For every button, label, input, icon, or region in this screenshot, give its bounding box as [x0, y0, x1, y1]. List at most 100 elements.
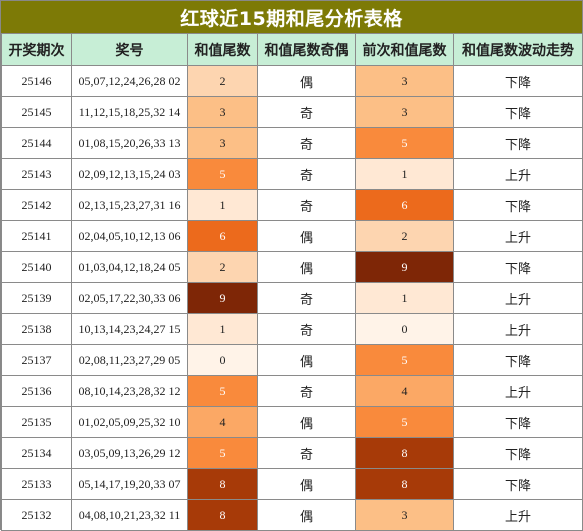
cell-tail: 2: [187, 65, 258, 97]
cell-prev-tail: 4: [355, 375, 454, 407]
cell-numbers: 03,05,09,13,26,29 12: [71, 437, 188, 469]
cell-period: 25141: [1, 220, 72, 252]
cell-parity: 奇: [257, 282, 356, 314]
cell-numbers: 02,09,12,13,15,24 03: [71, 158, 188, 190]
cell-trend: 上升: [453, 158, 583, 190]
tail-analysis-table: 开奖期次 奖号 和值尾数 和值尾数奇偶 前次和值尾数 和值尾数波动走势 2514…: [1, 33, 583, 531]
cell-numbers: 08,10,14,23,28,32 12: [71, 375, 188, 407]
cell-trend: 上升: [453, 499, 583, 531]
cell-period: 25140: [1, 251, 72, 283]
cell-parity: 偶: [257, 65, 356, 97]
header-trend: 和值尾数波动走势: [453, 33, 583, 66]
cell-parity: 奇: [257, 158, 356, 190]
table-title: 红球近15期和尾分析表格: [1, 1, 582, 33]
table-row: 25141 02,04,05,10,12,13 06 6 偶 2 上升: [1, 220, 583, 252]
cell-trend: 下降: [453, 65, 583, 97]
cell-numbers: 01,02,05,09,25,32 10: [71, 406, 188, 438]
cell-tail: 4: [187, 406, 258, 438]
cell-numbers: 02,08,11,23,27,29 05: [71, 344, 188, 376]
cell-numbers: 01,08,15,20,26,33 13: [71, 127, 188, 159]
table-row: 25146 05,07,12,24,26,28 02 2 偶 3 下降: [1, 65, 583, 97]
table-row: 25134 03,05,09,13,26,29 12 5 奇 8 下降: [1, 437, 583, 469]
cell-prev-tail: 3: [355, 65, 454, 97]
cell-trend: 下降: [453, 127, 583, 159]
cell-numbers: 01,03,04,12,18,24 05: [71, 251, 188, 283]
header-tail: 和值尾数: [187, 33, 258, 66]
cell-parity: 偶: [257, 220, 356, 252]
cell-numbers: 02,04,05,10,12,13 06: [71, 220, 188, 252]
cell-period: 25138: [1, 313, 72, 345]
cell-period: 25135: [1, 406, 72, 438]
table-header-row: 开奖期次 奖号 和值尾数 和值尾数奇偶 前次和值尾数 和值尾数波动走势: [1, 33, 583, 66]
cell-parity: 偶: [257, 344, 356, 376]
cell-period: 25133: [1, 468, 72, 500]
cell-tail: 3: [187, 127, 258, 159]
cell-tail: 5: [187, 375, 258, 407]
cell-parity: 奇: [257, 96, 356, 128]
header-period: 开奖期次: [1, 33, 72, 66]
table-row: 25143 02,09,12,13,15,24 03 5 奇 1 上升: [1, 158, 583, 190]
cell-period: 25137: [1, 344, 72, 376]
cell-trend: 下降: [453, 189, 583, 221]
cell-trend: 下降: [453, 406, 583, 438]
cell-prev-tail: 6: [355, 189, 454, 221]
cell-tail: 5: [187, 437, 258, 469]
cell-tail: 6: [187, 220, 258, 252]
cell-trend: 下降: [453, 437, 583, 469]
cell-parity: 偶: [257, 499, 356, 531]
table-row: 25139 02,05,17,22,30,33 06 9 奇 1 上升: [1, 282, 583, 314]
cell-trend: 下降: [453, 468, 583, 500]
cell-prev-tail: 1: [355, 158, 454, 190]
cell-period: 25134: [1, 437, 72, 469]
cell-period: 25144: [1, 127, 72, 159]
table-row: 25133 05,14,17,19,20,33 07 8 偶 8 下降: [1, 468, 583, 500]
table-row: 25144 01,08,15,20,26,33 13 3 奇 5 下降: [1, 127, 583, 159]
header-prev-tail: 前次和值尾数: [355, 33, 454, 66]
cell-tail: 8: [187, 499, 258, 531]
cell-period: 25143: [1, 158, 72, 190]
cell-tail: 3: [187, 96, 258, 128]
table-body: 25146 05,07,12,24,26,28 02 2 偶 3 下降 25145 11,12…: [1, 65, 583, 531]
cell-tail: 5: [187, 158, 258, 190]
cell-prev-tail: 5: [355, 127, 454, 159]
cell-tail: 9: [187, 282, 258, 314]
table-row: 25142 02,13,15,23,27,31 16 1 奇 6 下降: [1, 189, 583, 221]
cell-period: 25136: [1, 375, 72, 407]
cell-parity: 奇: [257, 127, 356, 159]
cell-numbers: 04,08,10,21,23,32 11: [71, 499, 188, 531]
cell-parity: 偶: [257, 468, 356, 500]
cell-prev-tail: 8: [355, 437, 454, 469]
cell-period: 25142: [1, 189, 72, 221]
cell-prev-tail: 3: [355, 499, 454, 531]
cell-prev-tail: 5: [355, 344, 454, 376]
table-row: 25136 08,10,14,23,28,32 12 5 奇 4 上升: [1, 375, 583, 407]
cell-tail: 8: [187, 468, 258, 500]
cell-prev-tail: 0: [355, 313, 454, 345]
cell-tail: 2: [187, 251, 258, 283]
cell-tail: 1: [187, 313, 258, 345]
table-row: 25145 11,12,15,18,25,32 14 3 奇 3 下降: [1, 96, 583, 128]
header-numbers: 奖号: [71, 33, 188, 66]
header-parity: 和值尾数奇偶: [257, 33, 356, 66]
cell-period: 25139: [1, 282, 72, 314]
cell-parity: 奇: [257, 375, 356, 407]
table-row: 25135 01,02,05,09,25,32 10 4 偶 5 下降: [1, 406, 583, 438]
cell-prev-tail: 2: [355, 220, 454, 252]
cell-trend: 下降: [453, 344, 583, 376]
cell-trend: 上升: [453, 375, 583, 407]
cell-prev-tail: 1: [355, 282, 454, 314]
table-row: 25137 02,08,11,23,27,29 05 0 偶 5 下降: [1, 344, 583, 376]
cell-numbers: 10,13,14,23,24,27 15: [71, 313, 188, 345]
cell-prev-tail: 8: [355, 468, 454, 500]
cell-prev-tail: 5: [355, 406, 454, 438]
cell-parity: 奇: [257, 437, 356, 469]
table-row: 25138 10,13,14,23,24,27 15 1 奇 0 上升: [1, 313, 583, 345]
cell-numbers: 11,12,15,18,25,32 14: [71, 96, 188, 128]
cell-trend: 上升: [453, 282, 583, 314]
cell-tail: 0: [187, 344, 258, 376]
cell-trend: 上升: [453, 220, 583, 252]
cell-numbers: 02,05,17,22,30,33 06: [71, 282, 188, 314]
cell-parity: 偶: [257, 251, 356, 283]
cell-trend: 下降: [453, 251, 583, 283]
